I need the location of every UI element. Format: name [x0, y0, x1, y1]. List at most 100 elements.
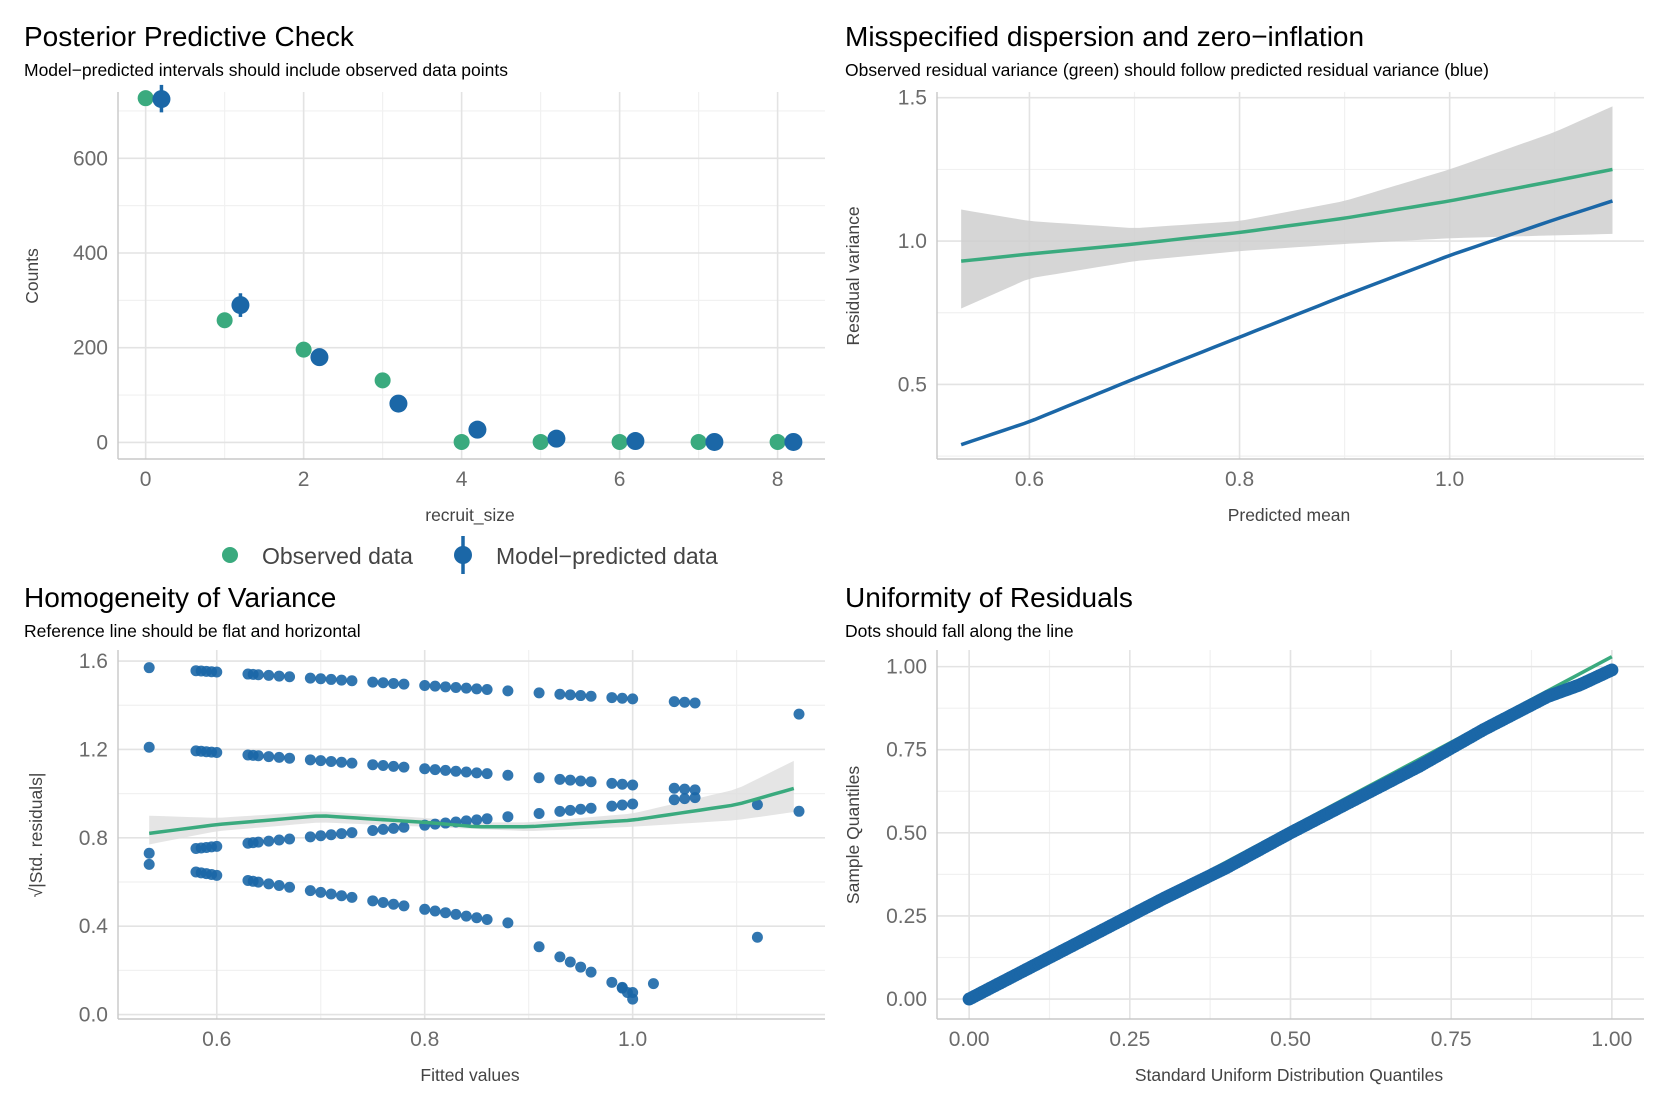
legend-predicted-key — [454, 546, 472, 564]
panel3-marks — [143, 662, 805, 1005]
residual-point — [460, 766, 472, 778]
panel2-axes — [936, 92, 1644, 460]
residual-point — [440, 764, 452, 776]
residual-point — [668, 782, 680, 794]
panel3-subtitle: Reference line should be flat and horizo… — [24, 621, 361, 641]
residual-point — [252, 876, 264, 888]
residual-point — [398, 900, 410, 912]
panel4-xlabel: Standard Uniform Distribution Quantiles — [1135, 1065, 1444, 1085]
residual-point — [679, 696, 691, 708]
y-tick-label: 0.75 — [886, 739, 927, 762]
residual-point — [419, 903, 431, 915]
panel2-ticks: 0.6 0.8 1.0 0.5 1.0 1.5 — [898, 87, 1464, 491]
panel4-marks — [962, 655, 1619, 1006]
x-tick-label: 2 — [298, 468, 310, 491]
predicted-point — [626, 432, 645, 451]
panel2-marks — [960, 106, 1614, 447]
x-tick-label: 0.50 — [1270, 1028, 1311, 1051]
residual-point — [471, 683, 483, 695]
y-tick-label: 1.5 — [898, 87, 927, 110]
x-tick-label: 0.25 — [1109, 1028, 1150, 1051]
residual-point — [689, 784, 701, 796]
residual-point — [377, 897, 389, 909]
residual-point — [304, 754, 316, 766]
x-tick-label: 0.6 — [202, 1028, 231, 1051]
residual-point — [606, 800, 618, 812]
residual-point — [367, 895, 379, 907]
residual-point — [336, 674, 348, 686]
residual-point — [585, 776, 597, 788]
residual-point — [263, 835, 275, 847]
panel-uniformity-of-residuals: Uniformity of Residuals Dots should fall… — [843, 582, 1644, 1085]
panel1-xlabel: recruit_size — [425, 505, 514, 526]
residual-point — [211, 840, 223, 852]
residual-point — [668, 794, 680, 806]
observed-point — [532, 433, 549, 450]
predicted-point — [389, 394, 408, 413]
predicted-point — [231, 296, 250, 315]
x-tick-label: 8 — [772, 468, 784, 491]
residual-point — [315, 755, 327, 767]
y-tick-label: 0.25 — [886, 905, 927, 928]
residual-point — [346, 757, 358, 769]
residual-point — [554, 951, 566, 963]
residual-point — [471, 814, 483, 826]
residual-point — [325, 755, 337, 767]
residual-point — [751, 931, 763, 943]
observed-ci-band — [961, 106, 1613, 309]
x-tick-label: 0.00 — [949, 1028, 990, 1051]
panel2-title: Misspecified dispersion and zero−inflati… — [845, 21, 1364, 52]
residual-point — [263, 751, 275, 763]
residual-point — [388, 760, 400, 772]
residual-point — [575, 775, 587, 787]
residual-point — [627, 993, 639, 1005]
panel3-xlabel: Fitted values — [420, 1065, 519, 1085]
residual-point — [211, 747, 223, 759]
panel-posterior-predictive-check: Posterior Predictive Check Model−predict… — [22, 21, 825, 574]
panel1-grid — [118, 92, 825, 459]
panel-homogeneity-of-variance: Homogeneity of Variance Reference line s… — [24, 582, 825, 1085]
observed-point — [374, 372, 391, 389]
observed-point — [216, 312, 233, 329]
residual-point — [533, 941, 545, 953]
predicted-point — [468, 420, 487, 439]
residual-point — [304, 672, 316, 684]
residual-point — [554, 688, 566, 700]
residual-point — [575, 961, 587, 973]
residual-point — [377, 677, 389, 689]
panel3-title: Homogeneity of Variance — [24, 582, 336, 613]
residual-point — [460, 910, 472, 922]
y-tick-label: 1.00 — [886, 656, 927, 679]
panel4-subtitle: Dots should fall along the line — [845, 621, 1074, 641]
residual-point — [252, 750, 264, 762]
x-tick-label: 0.8 — [410, 1028, 439, 1051]
predicted-point — [310, 348, 329, 367]
observed-point — [295, 341, 312, 358]
y-tick-label: 200 — [73, 337, 108, 360]
residual-point — [679, 783, 691, 795]
residual-point — [460, 815, 472, 827]
residual-point — [346, 891, 358, 903]
panel3-grid — [118, 650, 825, 1019]
residual-point — [377, 760, 389, 772]
residual-point — [481, 813, 493, 825]
panel1-legend: Observed data Model−predicted data — [222, 536, 718, 574]
residual-point — [304, 885, 316, 897]
observed-point — [769, 433, 786, 450]
y-tick-label: 0 — [96, 431, 108, 454]
predicted-point — [547, 429, 566, 448]
residual-point — [315, 886, 327, 898]
panel4-ticks: 0.00 0.25 0.50 0.75 1.00 0.00 0.25 0.50 0.75 1.00 — [886, 656, 1632, 1051]
residual-point — [388, 822, 400, 834]
x-tick-label: 0.75 — [1431, 1028, 1472, 1051]
residual-point — [388, 677, 400, 689]
residual-point — [398, 678, 410, 690]
residual-point — [315, 673, 327, 685]
residual-point — [585, 966, 597, 978]
residual-point — [606, 777, 618, 789]
residual-point — [211, 666, 223, 678]
y-tick-label: 0.50 — [886, 822, 927, 845]
x-tick-label: 0.8 — [1225, 468, 1254, 491]
residual-point — [627, 779, 639, 791]
